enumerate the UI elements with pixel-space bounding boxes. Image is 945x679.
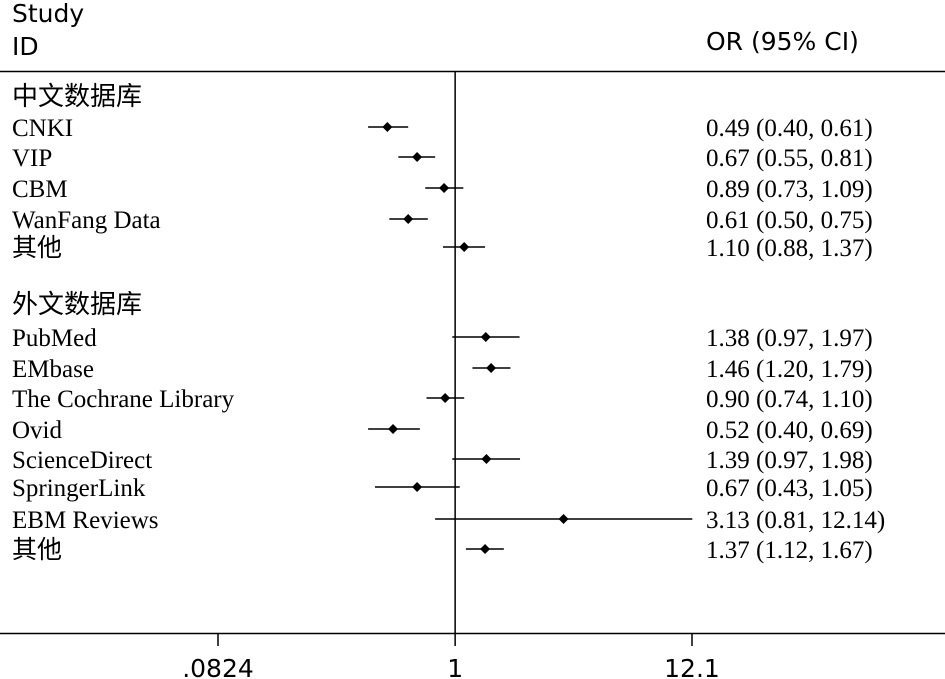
- point-estimate-marker: [480, 332, 491, 342]
- study-label: 其他: [12, 536, 62, 564]
- header-study: Study: [12, 0, 84, 28]
- or-ci-value: 0.90 (0.74, 1.10): [706, 386, 873, 413]
- or-ci-value: 0.67 (0.55, 0.81): [706, 145, 873, 172]
- group-heading: 中文数据库: [12, 82, 142, 112]
- point-estimate-marker: [388, 424, 399, 434]
- point-estimate-marker: [480, 544, 491, 554]
- x-tick-label: 1: [447, 654, 463, 679]
- or-ci-value: 1.37 (1.12, 1.67): [706, 537, 873, 564]
- or-ci-value: 0.61 (0.50, 0.75): [706, 207, 873, 234]
- study-label: SpringerLink: [12, 475, 146, 502]
- or-ci-value: 1.10 (0.88, 1.37): [706, 235, 873, 262]
- x-tick-label: 12.1: [664, 654, 720, 679]
- or-ci-value: 0.49 (0.40, 0.61): [706, 115, 873, 142]
- or-ci-value: 0.67 (0.43, 1.05): [706, 475, 873, 502]
- or-ci-value: 1.39 (0.97, 1.98): [706, 447, 873, 474]
- point-estimate-marker: [481, 454, 492, 464]
- study-label: VIP: [12, 145, 52, 172]
- point-estimate-marker: [412, 482, 423, 492]
- point-estimate-marker: [440, 393, 451, 403]
- or-ci-value: 0.89 (0.73, 1.09): [706, 176, 873, 203]
- group-heading: 外文数据库: [12, 290, 142, 320]
- point-estimate-marker: [439, 183, 450, 193]
- or-ci-value: 1.46 (1.20, 1.79): [706, 356, 873, 383]
- or-ci-value: 1.38 (0.97, 1.97): [706, 325, 873, 352]
- plot-layer: .0824 1 12.1 中文数据库 CNKI 0.49 (0.40, 0.61) VIP 0…: [12, 71, 885, 679]
- x-tick-label: .0824: [182, 654, 254, 679]
- study-label: The Cochrane Library: [12, 386, 235, 413]
- study-label: PubMed: [12, 325, 97, 352]
- study-label: CBM: [12, 176, 68, 203]
- or-ci-value: 0.52 (0.40, 0.69): [706, 417, 873, 444]
- study-label: EBM Reviews: [12, 507, 159, 534]
- study-label: ScienceDirect: [12, 447, 152, 474]
- study-label: WanFang Data: [12, 207, 161, 234]
- point-estimate-marker: [558, 514, 569, 524]
- study-label: 其他: [12, 234, 62, 262]
- study-label: Ovid: [12, 417, 63, 444]
- point-estimate-marker: [486, 363, 497, 373]
- or-ci-value: 3.13 (0.81, 12.14): [706, 507, 885, 534]
- point-estimate-marker: [412, 152, 423, 162]
- header-id: ID: [12, 32, 39, 61]
- point-estimate-marker: [403, 214, 414, 224]
- point-estimate-marker: [459, 242, 470, 252]
- point-estimate-marker: [382, 122, 393, 132]
- study-label: CNKI: [12, 115, 73, 142]
- header-or-ci: OR (95% CI): [706, 27, 859, 56]
- study-label: EMbase: [12, 356, 94, 383]
